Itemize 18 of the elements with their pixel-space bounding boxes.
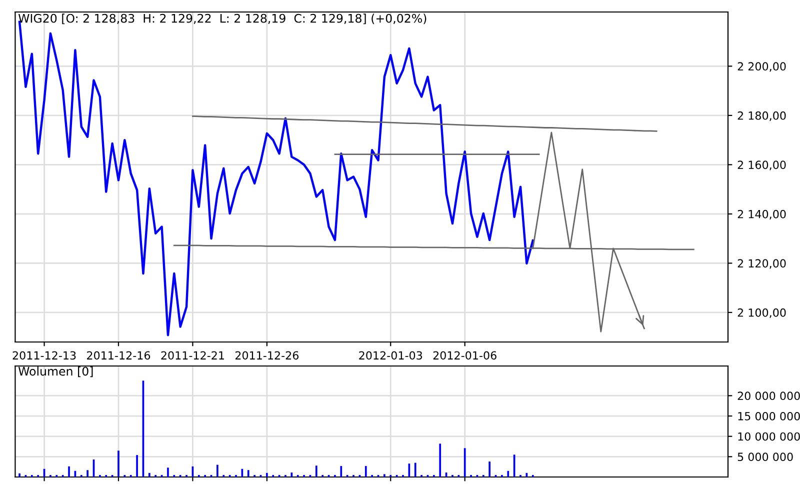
y-tick-label: 2 140,00 <box>738 210 786 220</box>
y-tick-label: 2 100,00 <box>738 308 786 318</box>
chart-title: WIG20 [O: 2 128,83 H: 2 129,22 L: 2 128,19 C: 2 129,18] (+0,02%) <box>18 14 426 24</box>
x-tick-label: 2011-12-21 <box>161 351 224 360</box>
x-tick-label: 2012-01-03 <box>359 351 422 360</box>
y-tick-label: 2 180,00 <box>738 111 786 121</box>
y-tick-label: 2 200,00 <box>738 62 786 72</box>
y-tick-label: 15 000 000 <box>738 412 800 420</box>
y-tick-label: 2 120,00 <box>738 259 786 269</box>
y-tick-label: 5 000 000 <box>738 452 793 462</box>
x-tick-label: 2011-12-26 <box>235 351 299 360</box>
chart-title: Wolumen [0] <box>18 366 93 378</box>
y-tick-label: 10 000 000 <box>738 432 800 441</box>
x-tick-label: 2011-12-13 <box>12 351 76 360</box>
y-tick-label: 20 000 000 <box>738 392 800 400</box>
y-tick-label: 2 160,00 <box>738 160 786 170</box>
x-tick-label: 2011-12-16 <box>87 351 150 360</box>
x-tick-label: 2012-01-06 <box>433 351 496 360</box>
